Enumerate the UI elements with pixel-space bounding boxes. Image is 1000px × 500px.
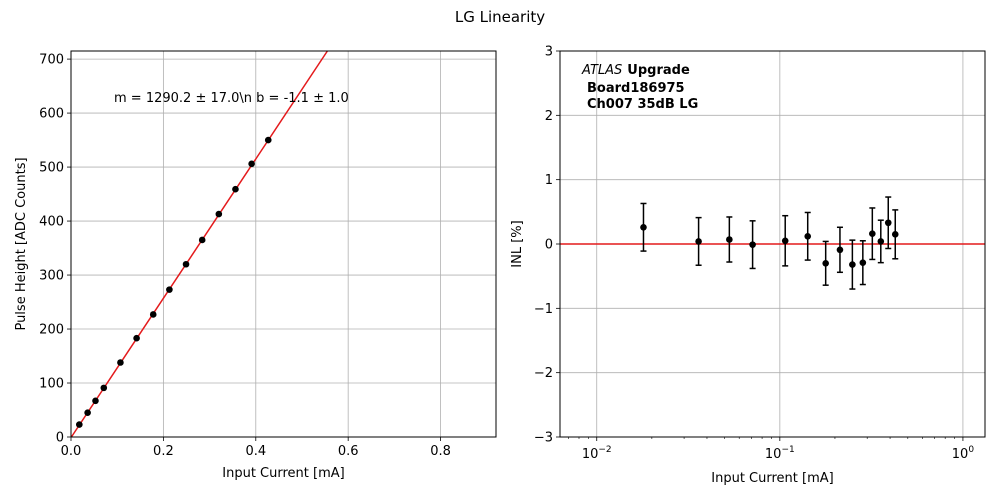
linearity-y-tick-label: 200 [39,323,64,338]
inl-y-ticks: −3 −2 −1 0 1 2 3 [534,45,560,446]
linearity-data-point [133,334,140,342]
linearity-data-point [248,160,255,168]
inl-x-ticks: 10−2 10−1 100 [568,437,974,462]
linear-fit-line [70,50,329,438]
tick-base: 10 [765,447,782,462]
linearity-y-tick-label: 400 [39,215,64,230]
linearity-data-points [76,136,272,428]
inl-y-tick-label: −2 [534,366,553,381]
inl-y-tick-label: 1 [545,173,553,188]
linearity-data-point [264,136,272,144]
inl-data-point [891,231,899,238]
inl-x-tick-label: 10−1 [765,445,795,462]
linearity-axes-frame [70,50,497,438]
board-label: Board186975 [587,81,685,96]
linearity-y-axis-label: Pulse Height [ADC Counts] [14,157,29,330]
linearity-data-point [100,384,108,392]
inl-data-point [877,238,885,245]
inl-y-axis-label: INL [%] [510,220,525,267]
inl-data-point [640,223,647,231]
inl-data-point [804,232,812,240]
linearity-y-tick-label: 500 [39,161,64,176]
tick-exponent: −2 [598,445,611,455]
fit-result-annotation: m = 1290.2 ± 17.0\n b = -1.1 ± 1.0 [114,91,349,106]
linearity-plot: 0.0 0.2 0.4 0.6 0.8 0 100 200 300 400 500 600 700 m… [14,50,497,481]
channel-label: Ch007 35dB LG [587,97,698,112]
inl-data-point [726,236,733,243]
linearity-y-tick-label: 700 [39,53,64,68]
linearity-fit-line [70,50,329,438]
linearity-x-tick-label: 0.4 [245,444,266,459]
inl-y-tick-label: −1 [534,302,553,317]
inl-y-tick-label: 3 [545,45,553,60]
inl-x-tick-label: 100 [952,445,975,462]
linearity-data-point [198,236,206,244]
inl-y-tick-label: 2 [545,109,553,124]
tick-base: 10 [582,447,599,462]
inl-data-point [781,237,789,245]
linearity-data-point [117,359,124,366]
linearity-x-tick-label: 0.8 [430,444,451,459]
inl-data-point [836,246,844,254]
linearity-x-tick-label: 0.2 [153,444,174,459]
linearity-y-tick-label: 300 [39,269,64,284]
inl-data-point [884,219,892,227]
inl-data-point [869,230,876,238]
atlas-label: ATLAS Upgrade [581,63,690,78]
inl-x-tick-label: 10−2 [582,445,612,462]
tick-exponent: 0 [968,445,974,455]
tick-exponent: −1 [781,445,794,455]
inl-y-tick-label: 0 [545,238,553,253]
linearity-x-axis-label: Input Current [mA] [222,466,344,481]
inl-data-points [640,196,899,290]
linearity-data-point [76,421,83,428]
linearity-data-point [182,260,190,268]
atlas-experiment: ATLAS [581,63,622,78]
inl-x-axis-label: Input Current [mA] [711,471,833,486]
linearity-x-ticks: 0.0 0.2 0.4 0.6 0.8 [61,437,451,459]
inl-data-point [695,238,702,245]
linearity-data-point [149,311,157,318]
inl-data-point [859,259,867,266]
linearity-data-point [92,397,99,405]
linearity-data-point [84,409,91,417]
linearity-data-point [166,286,173,293]
linearity-x-tick-label: 0.0 [61,444,82,459]
linearity-y-tick-label: 0 [56,431,64,446]
inl-data-point [849,261,856,268]
linearity-y-tick-label: 600 [39,107,64,122]
figure-title: LG Linearity [455,8,545,26]
inl-y-tick-label: −3 [534,431,553,446]
atlas-upgrade: Upgrade [627,63,690,78]
linearity-x-tick-label: 0.6 [338,444,359,459]
linearity-data-point [232,185,239,193]
inl-data-point [822,260,829,267]
tick-base: 10 [952,447,969,462]
inl-data-point [749,241,756,248]
linearity-y-ticks: 0 100 200 300 400 500 600 700 [39,53,71,446]
linearity-data-point [215,210,223,218]
linearity-y-tick-label: 100 [39,377,64,392]
